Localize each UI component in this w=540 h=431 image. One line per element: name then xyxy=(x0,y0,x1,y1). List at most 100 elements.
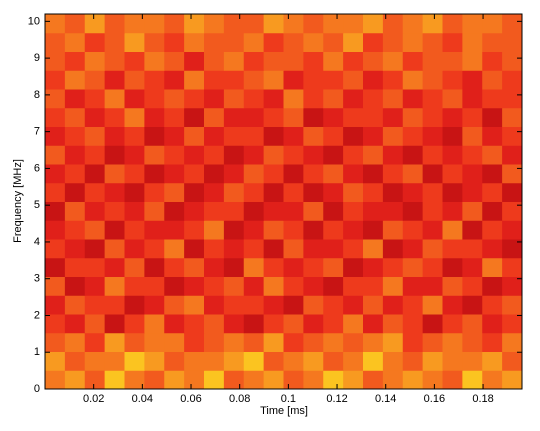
heat-cell xyxy=(184,257,205,277)
heat-cell xyxy=(482,164,503,184)
heat-cell xyxy=(164,314,185,334)
heat-cell xyxy=(243,220,265,240)
heat-cell xyxy=(442,295,463,315)
x-tick-label: 0.06 xyxy=(180,393,201,405)
heat-cell xyxy=(64,70,86,90)
heat-cell xyxy=(363,370,384,390)
heat-cell xyxy=(184,51,205,71)
heat-cell xyxy=(64,89,86,109)
heat-cell xyxy=(164,370,185,390)
heat-cell xyxy=(363,332,384,352)
heat-cell xyxy=(184,14,205,34)
heat-cell xyxy=(164,164,185,184)
heat-cell xyxy=(502,70,523,90)
heat-cell xyxy=(442,145,463,165)
heat-cell xyxy=(363,89,384,109)
heat-cell xyxy=(343,126,364,146)
heat-cell xyxy=(184,32,205,52)
heat-cell xyxy=(462,257,483,277)
heat-cell xyxy=(45,164,66,184)
heat-cell xyxy=(462,145,483,165)
heat-cell xyxy=(283,276,304,296)
heat-cell xyxy=(164,126,185,146)
heat-cell xyxy=(502,295,523,315)
heat-cell xyxy=(45,126,66,146)
heat-cell xyxy=(462,201,483,221)
heat-cell xyxy=(223,257,245,277)
heat-cell xyxy=(144,201,165,221)
heat-cell xyxy=(442,351,463,371)
heat-cell xyxy=(263,276,284,296)
heat-cell xyxy=(422,351,443,371)
heat-cell xyxy=(442,89,463,109)
y-tick-label: 5 xyxy=(34,199,40,211)
heat-cell xyxy=(164,51,185,71)
heat-cell xyxy=(462,370,483,390)
heat-cell xyxy=(442,182,463,202)
heat-cell xyxy=(402,295,424,315)
y-tick-label: 4 xyxy=(34,236,40,248)
heat-cell xyxy=(323,257,344,277)
heat-cell xyxy=(104,51,125,71)
heat-cell xyxy=(303,201,324,221)
heat-cell xyxy=(204,32,225,52)
heat-cell xyxy=(363,257,384,277)
heat-cell xyxy=(104,220,125,240)
heat-cell xyxy=(363,295,384,315)
heat-cell xyxy=(144,351,165,371)
heat-cell xyxy=(442,70,463,90)
heat-cell xyxy=(45,70,66,90)
heat-cell xyxy=(223,314,245,334)
heat-cell xyxy=(382,70,404,90)
heat-cell xyxy=(283,32,304,52)
heat-cell xyxy=(64,370,86,390)
heat-cell xyxy=(263,32,284,52)
heat-cell xyxy=(45,201,66,221)
heat-cell xyxy=(263,257,284,277)
heat-cell xyxy=(124,314,145,334)
heat-cell xyxy=(343,351,364,371)
heat-cell xyxy=(124,201,145,221)
heat-cell xyxy=(45,14,66,34)
heat-cell xyxy=(243,370,265,390)
heat-cell xyxy=(402,351,424,371)
heat-cell xyxy=(104,145,125,165)
heat-cell xyxy=(303,314,324,334)
heat-cell xyxy=(144,126,165,146)
heat-cell xyxy=(442,32,463,52)
heat-cell xyxy=(343,276,364,296)
heat-cell xyxy=(422,220,443,240)
heat-cell xyxy=(462,14,483,34)
heat-cell xyxy=(382,332,404,352)
heat-cell xyxy=(204,314,225,334)
heat-cell xyxy=(283,145,304,165)
heat-cell xyxy=(482,51,503,71)
heat-cell xyxy=(184,89,205,109)
heat-cell xyxy=(482,332,503,352)
heat-cell xyxy=(84,201,106,221)
heat-cell xyxy=(442,51,463,71)
y-tick-label: 1 xyxy=(34,346,40,358)
heat-cell xyxy=(422,145,443,165)
heat-cell xyxy=(422,14,443,34)
heat-cell xyxy=(343,332,364,352)
heat-cell xyxy=(502,201,523,221)
heat-cell xyxy=(402,164,424,184)
heat-cell xyxy=(482,145,503,165)
heat-cell xyxy=(144,332,165,352)
heat-cell xyxy=(303,220,324,240)
heat-cell xyxy=(283,51,304,71)
heat-cell xyxy=(223,145,245,165)
heat-cell xyxy=(363,32,384,52)
heat-cell xyxy=(45,89,66,109)
heat-cell xyxy=(243,239,265,259)
heat-cell xyxy=(64,51,86,71)
x-tick-label: 0.04 xyxy=(132,393,153,405)
heat-cell xyxy=(104,89,125,109)
heat-cell xyxy=(502,239,523,259)
heat-cell xyxy=(104,70,125,90)
heat-cell xyxy=(104,295,125,315)
heat-cell xyxy=(84,182,106,202)
heat-cell xyxy=(45,239,66,259)
heat-cell xyxy=(243,295,265,315)
